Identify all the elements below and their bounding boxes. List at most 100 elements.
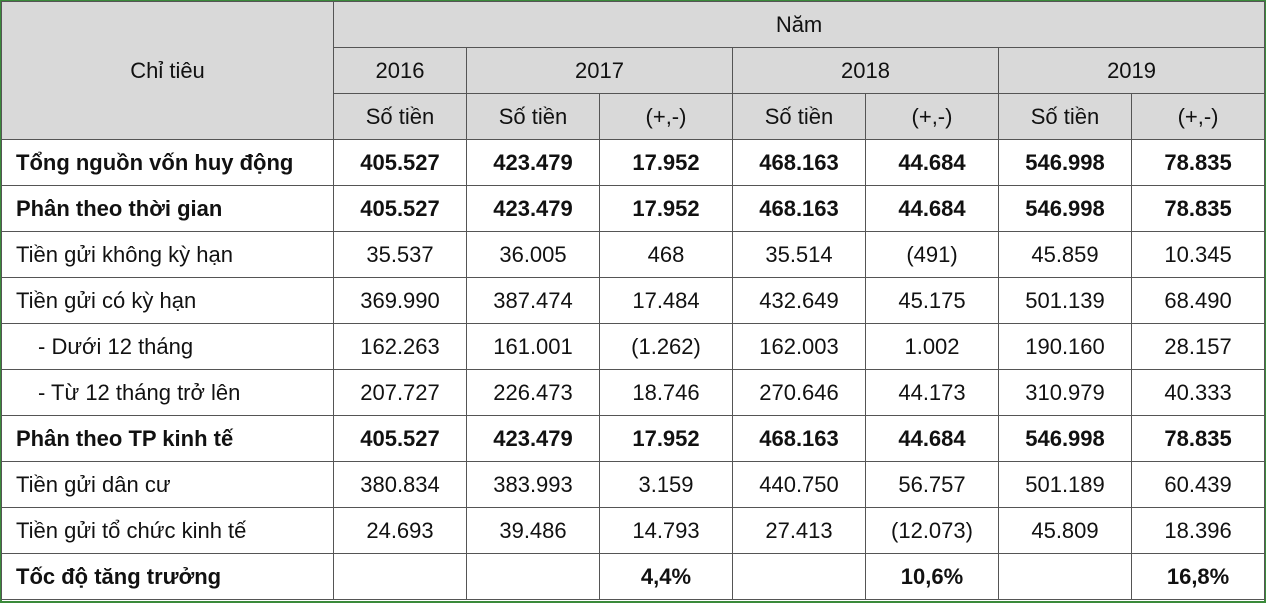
row-label: - Từ 12 tháng trở lên xyxy=(1,369,334,416)
value-cell: 270.646 xyxy=(732,369,866,416)
table-body: Tổng nguồn vốn huy động 405.527 423.479 17.… xyxy=(1,139,1266,600)
row-label: Tiền gửi tổ chức kinh tế xyxy=(1,507,334,554)
header-indicator: Chỉ tiêu xyxy=(1,1,334,140)
header-year-2016: 2016 xyxy=(333,47,467,94)
value-cell: 27.413 xyxy=(732,507,866,554)
value-cell: 162.263 xyxy=(333,323,467,370)
value-cell: 56.757 xyxy=(865,461,999,508)
row-label: Tốc độ tăng trưởng xyxy=(1,553,334,600)
value-cell: 36.005 xyxy=(466,231,600,278)
value-cell: 14.793 xyxy=(599,507,733,554)
value-cell: 468.163 xyxy=(732,185,866,232)
value-cell: 16,8% xyxy=(1130,553,1266,600)
table-row: Tiền gửi dân cư 380.834 383.993 3.159 440.75… xyxy=(1,461,1266,508)
row-label: Tiền gửi có kỳ hạn xyxy=(1,277,334,324)
value-cell: 45.175 xyxy=(865,277,999,324)
header-change-2019: (+,-) xyxy=(1130,93,1266,140)
value-cell: 383.993 xyxy=(466,461,600,508)
value-cell: 78.835 xyxy=(1130,139,1266,186)
value-cell: 423.479 xyxy=(466,139,600,186)
header-amount-2018: Số tiền xyxy=(732,93,866,140)
value-cell: 44.173 xyxy=(865,369,999,416)
value-cell: 39.486 xyxy=(466,507,600,554)
value-cell: 17.952 xyxy=(599,415,733,462)
value-cell: 1.002 xyxy=(865,323,999,370)
table-row: - Từ 12 tháng trở lên 207.727 226.473 18.74… xyxy=(1,369,1266,416)
value-cell: 432.649 xyxy=(732,277,866,324)
value-cell: 387.474 xyxy=(466,277,600,324)
value-cell: 501.189 xyxy=(998,461,1132,508)
value-cell: 17.952 xyxy=(599,185,733,232)
value-cell: 546.998 xyxy=(998,139,1132,186)
value-cell: 161.001 xyxy=(466,323,600,370)
value-cell: 405.527 xyxy=(333,185,467,232)
value-cell: 10,6% xyxy=(865,553,999,600)
value-cell: 18.746 xyxy=(599,369,733,416)
table-row: Tổng nguồn vốn huy động 405.527 423.479 17.… xyxy=(1,139,1266,186)
value-cell xyxy=(466,553,600,600)
value-cell: 35.514 xyxy=(732,231,866,278)
value-cell: 24.693 xyxy=(333,507,467,554)
value-cell: 405.527 xyxy=(333,415,467,462)
value-cell: 405.527 xyxy=(333,139,467,186)
table-row: Tiền gửi có kỳ hạn 369.990 387.474 17.484 43… xyxy=(1,277,1266,324)
value-cell: 17.484 xyxy=(599,277,733,324)
value-cell xyxy=(732,553,866,600)
header-amount-2019: Số tiền xyxy=(998,93,1132,140)
value-cell: (491) xyxy=(865,231,999,278)
header-year-2017: 2017 xyxy=(466,47,733,94)
table-row: Tốc độ tăng trưởng 4,4% 10,6% 16,8% xyxy=(1,553,1266,600)
value-cell: 3.159 xyxy=(599,461,733,508)
value-cell: 501.139 xyxy=(998,277,1132,324)
row-label: Tiền gửi không kỳ hạn xyxy=(1,231,334,278)
value-cell: 35.537 xyxy=(333,231,467,278)
value-cell: 423.479 xyxy=(466,185,600,232)
value-cell: 440.750 xyxy=(732,461,866,508)
value-cell: 60.439 xyxy=(1130,461,1266,508)
value-cell: 190.160 xyxy=(998,323,1132,370)
header-year-2019: 2019 xyxy=(997,47,1266,94)
value-cell xyxy=(333,553,467,600)
value-cell: 18.396 xyxy=(1130,507,1266,554)
table-row: Tiền gửi không kỳ hạn 35.537 36.005 468 35.5… xyxy=(1,231,1266,278)
value-cell: 423.479 xyxy=(466,415,600,462)
value-cell: 468.163 xyxy=(732,415,866,462)
value-cell xyxy=(998,553,1132,600)
header-change-2018: (+,-) xyxy=(865,93,999,140)
value-cell: 68.490 xyxy=(1130,277,1266,324)
value-cell: 310.979 xyxy=(998,369,1132,416)
value-cell: 17.952 xyxy=(599,139,733,186)
value-cell: 28.157 xyxy=(1130,323,1266,370)
table-row: Tiền gửi tổ chức kinh tế 24.693 39.486 14.7… xyxy=(1,507,1266,554)
value-cell: 546.998 xyxy=(998,185,1132,232)
value-cell: 78.835 xyxy=(1130,415,1266,462)
row-label: Phân theo TP kinh tế xyxy=(1,415,334,462)
value-cell: 10.345 xyxy=(1130,231,1266,278)
row-label: Phân theo thời gian xyxy=(1,185,334,232)
value-cell: 468 xyxy=(599,231,733,278)
value-cell: 40.333 xyxy=(1130,369,1266,416)
value-cell: 468.163 xyxy=(732,139,866,186)
header-change-2017: (+,-) xyxy=(599,93,733,140)
value-cell: 207.727 xyxy=(333,369,467,416)
value-cell: 546.998 xyxy=(998,415,1132,462)
value-cell: 4,4% xyxy=(599,553,733,600)
header-amount-2016: Số tiền xyxy=(333,93,467,140)
header-year-2018: 2018 xyxy=(732,47,999,94)
value-cell: 44.684 xyxy=(865,185,999,232)
header-year-group: Năm xyxy=(332,1,1266,48)
value-cell: 44.684 xyxy=(865,415,999,462)
value-cell: 45.859 xyxy=(998,231,1132,278)
header-amount-2017: Số tiền xyxy=(466,93,600,140)
value-cell: 162.003 xyxy=(732,323,866,370)
table-row: - Dưới 12 tháng 162.263 161.001 (1.262) 162.… xyxy=(1,323,1266,370)
value-cell: 78.835 xyxy=(1130,185,1266,232)
value-cell: 380.834 xyxy=(333,461,467,508)
value-cell: 369.990 xyxy=(333,277,467,324)
table-row: Phân theo thời gian 405.527 423.479 17.952 4… xyxy=(1,185,1266,232)
value-cell: (1.262) xyxy=(599,323,733,370)
value-cell: 45.809 xyxy=(998,507,1132,554)
value-cell: 44.684 xyxy=(865,139,999,186)
row-label: - Dưới 12 tháng xyxy=(1,323,334,370)
